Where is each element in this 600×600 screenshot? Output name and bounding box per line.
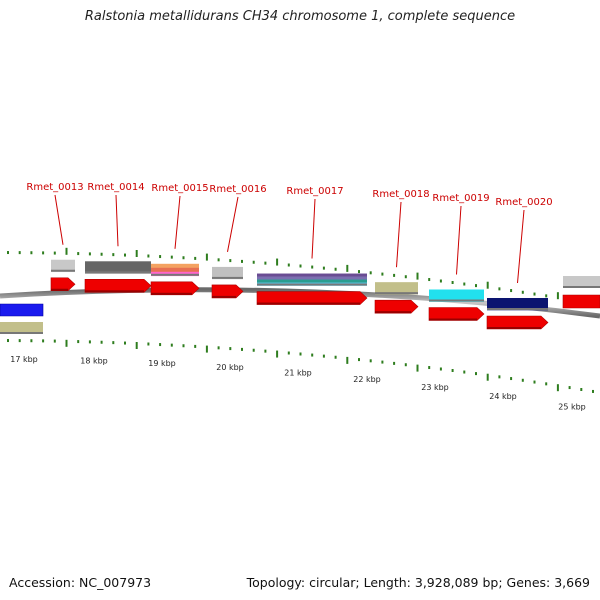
leader-line [311,198,316,259]
tick-track-top [7,247,594,305]
kbp-label: 19 kbp [148,359,176,368]
leader-line [115,194,119,247]
cog-bar [563,276,600,288]
cog-bar [212,266,243,280]
cog-bar [85,261,151,274]
gene-arrow-shadow [212,295,236,298]
cog-bar [257,279,367,283]
accession-text: Accession: NC_007973 [9,575,152,590]
gene-arrow[interactable] [150,281,200,296]
gene-arrow[interactable] [84,278,152,293]
cog-bar-shadow [85,271,151,274]
gene-arrow-shadow [51,288,68,291]
cog-bar-shadow [257,283,367,286]
cog-bar [0,322,43,334]
gene-arrow-shadow [375,311,411,314]
cog-bar [487,297,548,311]
leader-line [227,196,239,252]
gene-label: Rmet_0018 [372,189,429,200]
cog-bar [257,273,367,277]
leader-line [54,194,64,245]
gene-arrow[interactable] [562,294,600,309]
partial-genes [0,276,600,334]
cog-bar-shadow [0,332,43,334]
gene-arrow-shadow [151,292,192,295]
gene-arrow-reverse[interactable] [0,303,44,317]
cog-bar-shadow [212,276,243,279]
leader-line [517,209,525,284]
cog-bar-shadow [487,307,548,310]
gene-label: Rmet_0014 [87,182,144,193]
gene-label-track: Rmet_0013 Rmet_0014 Rmet_0015 Rmet_0016 Rmet… [26,182,553,284]
gene-label: Rmet_0020 [495,197,552,208]
kbp-label: 17 kbp [10,355,38,364]
leader-line [456,205,462,275]
gene-arrow[interactable] [50,277,76,292]
gene-label: Rmet_0017 [286,186,343,197]
gene-track [50,277,549,330]
kbp-label: 24 kbp [489,392,517,401]
kbp-label-track: 17 kbp 18 kbp 19 kbp 20 kbp 21 kbp 22 kbp 23 k… [10,355,586,411]
cog-track [51,259,548,311]
cog-bar [375,282,418,295]
gene-label: Rmet_0016 [209,184,266,195]
gene-arrow[interactable] [428,307,485,321]
cog-bar [257,276,367,280]
gene-label: Rmet_0013 [26,182,83,193]
genome-stats-text: Topology: circular; Length: 3,928,089 bp… [246,575,590,590]
tick-track-bottom [7,339,594,393]
gene-arrow-shadow [257,302,360,305]
cog-bar [429,289,484,302]
map-title: Ralstonia metallidurans CH34 chromosome … [84,9,516,24]
leader-line [174,195,181,249]
kbp-label: 25 kbp [558,402,586,411]
cog-bar-shadow [429,299,484,302]
gene-arrow-shadow [487,326,541,329]
gene-arrow[interactable] [211,284,244,299]
cog-bar-shadow [151,273,199,276]
kbp-label: 21 kbp [284,368,312,377]
kbp-label: 18 kbp [80,357,108,366]
gene-label: Rmet_0019 [432,193,489,204]
gene-label: Rmet_0015 [151,183,208,194]
kbp-label: 22 kbp [353,375,381,384]
gene-arrow-shadow [429,318,477,321]
kbp-label: 20 kbp [216,363,244,372]
cog-bar-shadow [375,292,418,295]
kbp-label: 23 kbp [421,383,449,392]
cog-bar [51,259,75,273]
cog-bar [151,267,199,273]
gene-arrow[interactable] [486,315,549,330]
gene-arrow[interactable] [374,299,419,314]
gene-arrow[interactable] [256,291,368,305]
cog-bar-shadow [51,269,75,272]
gene-arrow-shadow [85,290,144,293]
leader-line [396,201,402,268]
cog-bar-shadow [563,286,600,288]
cog-bar [151,263,199,269]
